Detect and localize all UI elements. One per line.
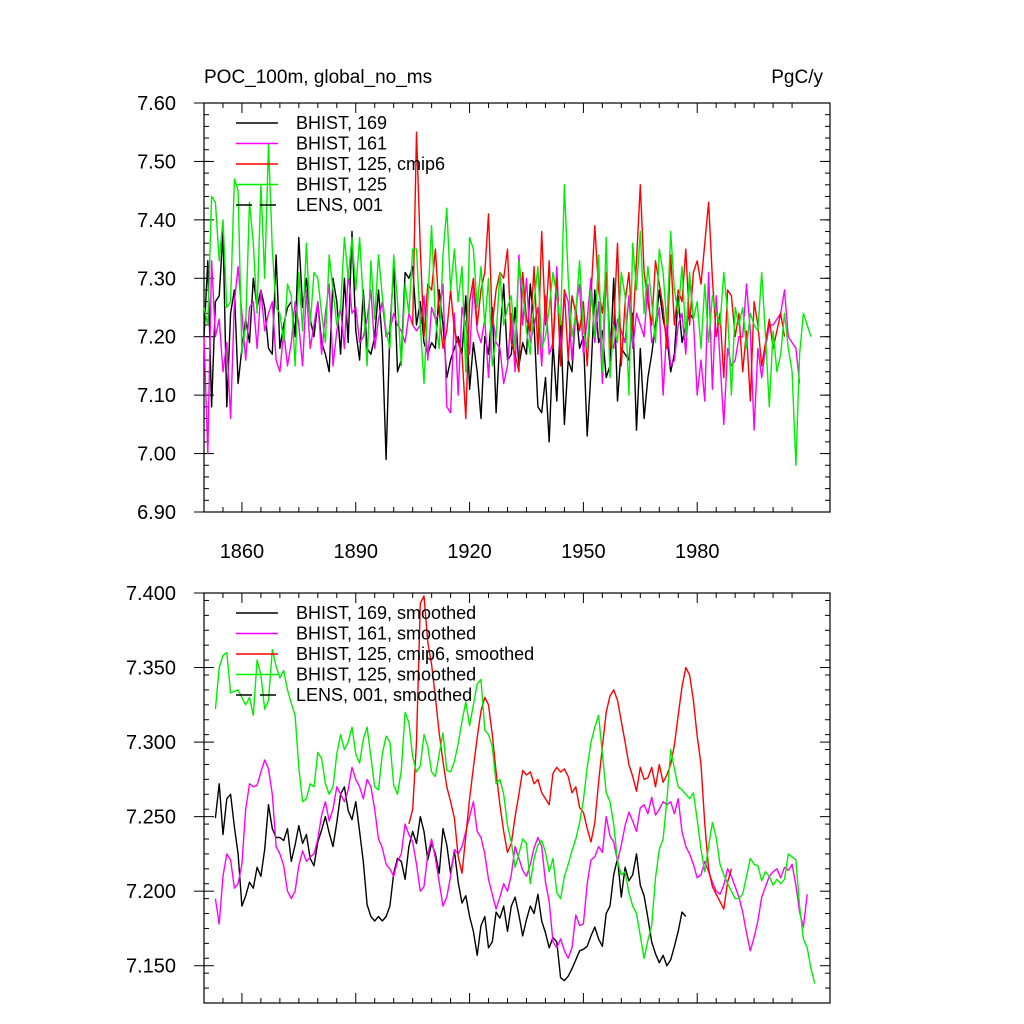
y-tick-label: 7.50 xyxy=(137,151,176,173)
top-panel-title-right: PgC/y xyxy=(771,67,823,88)
series-line xyxy=(412,131,786,420)
legend-label: BHIST, 125, cmip6, smoothed xyxy=(296,644,534,664)
series-line xyxy=(203,254,801,455)
bottom-panel-frame xyxy=(203,592,831,1004)
legend-label: BHIST, 125, cmip6 xyxy=(296,154,445,174)
y-tick-label: 7.200 xyxy=(126,881,176,903)
y-tick-label: 7.350 xyxy=(126,658,176,680)
y-tick-label: 6.90 xyxy=(137,502,176,524)
top-panel: POC_100m, global_no_ms PgC/y 1860 1890 192… xyxy=(137,67,831,563)
y-tick-label: 7.400 xyxy=(126,583,176,605)
y-tick-label: 7.250 xyxy=(126,807,176,829)
x-tick-label: 1890 xyxy=(334,541,379,563)
x-tick-label: 1920 xyxy=(447,541,492,563)
y-tick-label: 7.20 xyxy=(137,327,176,349)
bottom-panel-ticks: 7.150 7.200 7.250 7.300 7.350 7.400 xyxy=(126,583,831,1004)
series-line xyxy=(408,595,733,910)
legend-label: BHIST, 125, smoothed xyxy=(296,665,476,685)
y-tick-label: 7.40 xyxy=(137,210,176,232)
series-line xyxy=(203,143,812,466)
top-panel-title-left: POC_100m, global_no_ms xyxy=(204,67,432,88)
legend-label: BHIST, 169 xyxy=(296,113,387,133)
y-tick-label: 7.150 xyxy=(126,956,176,978)
x-tick-label: 1950 xyxy=(561,541,606,563)
y-tick-label: 7.300 xyxy=(126,732,176,754)
series-line xyxy=(214,649,816,984)
legend-label: BHIST, 161, smoothed xyxy=(296,624,476,644)
bottom-panel: 7.150 7.200 7.250 7.300 7.350 7.400 BHIST, 16… xyxy=(126,583,831,1004)
legend-label: BHIST, 125 xyxy=(296,175,387,195)
y-tick-label: 7.30 xyxy=(137,268,176,290)
y-tick-label: 7.10 xyxy=(137,385,176,407)
legend-label: BHIST, 161 xyxy=(296,134,387,154)
y-tick-label: 7.00 xyxy=(137,444,176,466)
legend-label: LENS, 001 xyxy=(296,195,383,215)
x-tick-label: 1860 xyxy=(220,541,265,563)
legend-label: BHIST, 169, smoothed xyxy=(296,603,476,623)
series-line xyxy=(214,759,808,959)
bottom-panel-series xyxy=(214,595,816,984)
legend-label: LENS, 001, smoothed xyxy=(296,685,472,705)
top-panel-series xyxy=(203,131,812,466)
y-tick-label: 7.60 xyxy=(137,93,176,115)
x-tick-label: 1980 xyxy=(675,541,720,563)
